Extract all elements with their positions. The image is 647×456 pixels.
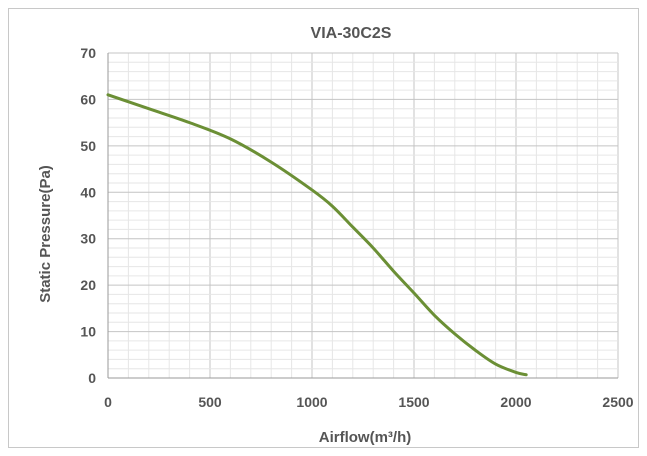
x-tick-label: 2000 [500, 394, 531, 410]
series-group [106, 93, 528, 377]
y-tick-label: 40 [80, 184, 96, 200]
x-tick-label: 0 [104, 394, 112, 410]
y-axis-label: Static Pressure(Pa) [37, 165, 54, 303]
x-tick-label: 1500 [398, 394, 429, 410]
y-tick-label: 70 [80, 45, 96, 61]
y-tick-labels: 0 10 20 30 40 50 60 70 [80, 45, 96, 386]
x-tick-labels: 0 500 1000 1500 2000 2500 [104, 394, 634, 410]
x-tick-label: 2500 [602, 394, 633, 410]
x-tick-label: 500 [198, 394, 222, 410]
y-tick-label: 10 [80, 324, 96, 340]
series-line [106, 93, 528, 377]
y-tick-label: 30 [80, 231, 96, 247]
grid [107, 52, 619, 379]
y-tick-label: 20 [80, 277, 96, 293]
y-tick-label: 0 [88, 370, 96, 386]
chart-title: VIA-30C2S [311, 25, 392, 42]
y-tick-label: 60 [80, 91, 96, 107]
x-tick-label: 1000 [296, 394, 327, 410]
y-tick-label: 50 [80, 138, 96, 154]
axes [107, 53, 618, 379]
x-axis-label: Airflow(m³/h) [319, 429, 411, 446]
